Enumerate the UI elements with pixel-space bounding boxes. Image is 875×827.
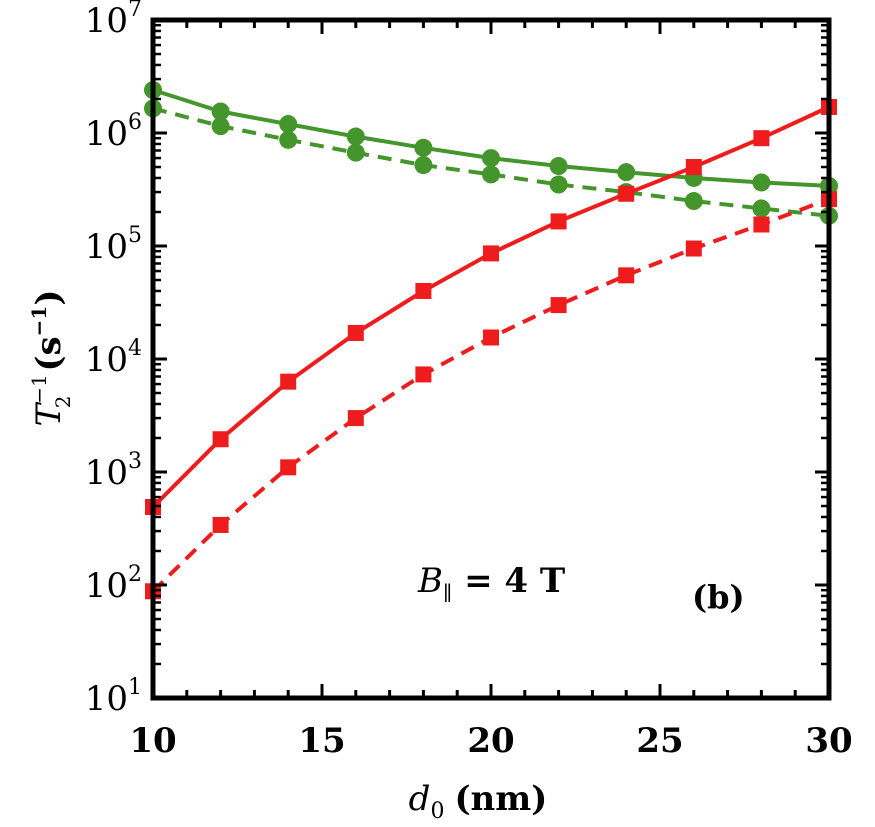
data-point: [550, 297, 567, 314]
data-point: [279, 130, 298, 149]
annotation-rest: = 4 T: [452, 561, 565, 601]
y-tick-label: 107: [85, 0, 142, 41]
data-point: [346, 127, 365, 146]
data-point: [414, 156, 433, 175]
data-point: [212, 516, 229, 533]
x-axis-title: d0 (nm): [409, 779, 548, 824]
annotation-sub: ∥: [443, 581, 452, 605]
data-point: [685, 159, 702, 176]
data-point: [752, 173, 771, 192]
data-point: [212, 431, 229, 448]
y-tick-label: 105: [85, 223, 142, 267]
data-point: [753, 216, 770, 233]
data-point: [415, 282, 432, 299]
data-point: [483, 329, 499, 346]
series-line: [152, 106, 830, 218]
data-point: [685, 240, 702, 257]
x-tick-label: 10: [129, 721, 176, 761]
series-layer: [144, 81, 838, 600]
panel-label: (b): [692, 578, 745, 616]
data-point: [280, 373, 297, 390]
annotation-var: B: [417, 561, 443, 601]
ticks-layer: 10 15 20 25 30 101 102 103 104 105 106 107: [85, 0, 853, 761]
data-point: [279, 115, 298, 134]
series-1: [144, 99, 838, 225]
data-point: [347, 410, 364, 427]
data-point: [617, 163, 636, 182]
annotation-field: B∥ = 4 T: [417, 561, 565, 605]
data-point: [549, 157, 568, 176]
data-point: [211, 102, 230, 121]
x-tick-label: 25: [636, 721, 683, 761]
data-point: [550, 213, 567, 230]
y-axis-unit-sup: −1: [27, 306, 51, 337]
data-point: [483, 245, 499, 262]
x-axis-unit: (nm): [454, 779, 547, 819]
y-tick-label: 101: [85, 675, 142, 719]
y-tick-label: 102: [85, 562, 142, 606]
y-axis-title: T−12(s−1): [27, 290, 75, 427]
data-point: [346, 143, 365, 162]
y-axis-unit-post: ): [29, 290, 69, 306]
data-point: [211, 117, 230, 136]
data-point: [549, 175, 568, 194]
y-axis-var: T: [29, 401, 69, 426]
y-tick-label: 103: [85, 449, 142, 493]
y-axis-unit-pre: (s: [29, 336, 69, 371]
data-point: [684, 192, 703, 211]
data-point: [415, 366, 432, 383]
data-point: [482, 165, 500, 184]
y-axis-sup: −1: [27, 374, 51, 403]
x-axis-var: d: [409, 779, 431, 819]
data-point: [618, 267, 635, 284]
y-tick-label: 104: [85, 336, 142, 380]
data-point: [347, 324, 364, 341]
data-point: [482, 149, 500, 168]
data-point: [618, 185, 635, 202]
y-axis-sub: 2: [51, 396, 75, 409]
x-tick-label: 15: [298, 721, 345, 761]
x-tick-label: 30: [805, 721, 852, 761]
data-point: [414, 138, 433, 157]
data-point: [280, 459, 297, 476]
x-tick-label: 20: [467, 721, 514, 761]
series-3: [145, 191, 837, 600]
y-tick-label: 106: [85, 110, 142, 154]
x-axis-sub: 0: [430, 799, 444, 824]
data-point: [752, 199, 771, 218]
plot-frame: [150, 17, 832, 701]
y-axis-title-group: T−12(s−1): [27, 290, 75, 427]
series-2: [145, 98, 837, 516]
series-0: [144, 81, 838, 195]
data-point: [753, 130, 770, 147]
